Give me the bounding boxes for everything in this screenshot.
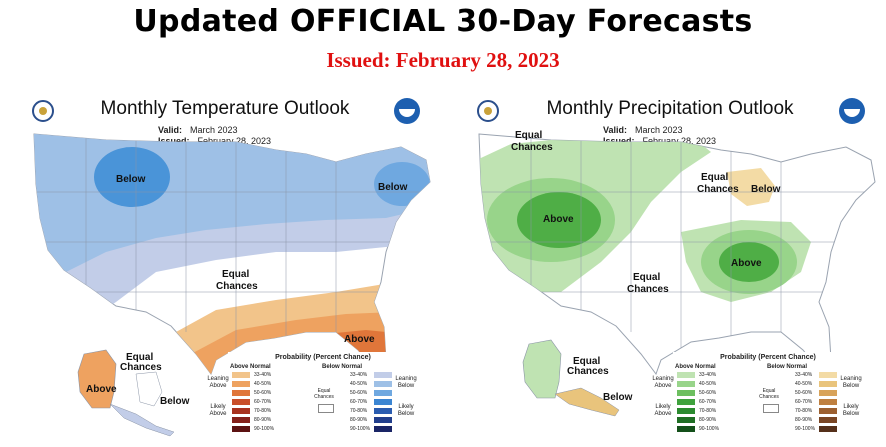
temp-legend-above-range: 40-50% xyxy=(254,381,272,387)
temp-legend-below-swatch xyxy=(374,381,392,387)
precip-legend-above-range: 60-70% xyxy=(699,399,717,405)
precip-legend-above-range: 90-100% xyxy=(699,426,720,432)
temp-legend-above-range: 50-60% xyxy=(254,390,272,396)
temp-legend-below-range: 40-50% xyxy=(350,381,368,387)
noaa-logo-icon xyxy=(839,98,865,124)
precip-label-equal-nw-2: Chances xyxy=(511,142,553,153)
commerce-seal-icon xyxy=(477,100,499,122)
precip-legend-above-swatch xyxy=(677,426,695,432)
precip-label-above-west: Above xyxy=(543,214,574,225)
precip-legend-below-range: 90-100% xyxy=(795,426,816,432)
issued-date: Issued: February 28, 2023 xyxy=(326,48,560,72)
temp-legend-below-swatch xyxy=(374,390,392,396)
precip-label-ak-below: Below xyxy=(603,392,633,403)
precip-legend-above-range: 50-60% xyxy=(699,390,717,396)
precip-legend-below-range: 40-50% xyxy=(795,381,813,387)
temp-legend-above-range: 80-90% xyxy=(254,417,272,423)
precip-legend-below-swatch xyxy=(819,399,837,405)
temp-label-equal-2: Chances xyxy=(216,281,258,292)
precip-legend-below-swatch xyxy=(819,381,837,387)
temp-legend-below-range: 70-80% xyxy=(350,408,368,414)
temp-legend-above-range: 70-80% xyxy=(254,408,272,414)
temp-legend-above-swatch xyxy=(232,390,250,396)
temp-legend-above-range: 90-100% xyxy=(254,426,275,432)
temp-legend-below-swatch xyxy=(374,408,392,414)
temperature-outlook-panel: Monthly Temperature Outlook Valid: March … xyxy=(6,92,444,447)
temp-legend-above-swatch xyxy=(232,399,250,405)
noaa-logo-icon xyxy=(394,98,420,124)
precip-label-equal-south-1: Equal xyxy=(633,272,660,283)
precip-legend-above-range: 70-80% xyxy=(699,408,717,414)
temperature-legend: Probability (Percent Chance) Above Norma… xyxy=(207,352,418,444)
precipitation-legend: Probability (Percent Chance) Above Norma… xyxy=(652,352,863,444)
temp-legend-above-swatch xyxy=(232,426,250,432)
precip-label-equal-gl-2: Chances xyxy=(697,184,739,195)
precip-legend-above-range: 40-50% xyxy=(699,381,717,387)
precip-label-equal-south-2: Chances xyxy=(627,284,669,295)
precip-label-below-gl: Below xyxy=(751,184,781,195)
precip-legend-below-swatch xyxy=(819,417,837,423)
temp-legend-below-swatch xyxy=(374,426,392,432)
precip-legend-above-swatch xyxy=(677,381,695,387)
precipitation-map: Equal Chances Above Above Equal Chances … xyxy=(478,130,876,417)
temp-legend-below-range: 80-90% xyxy=(350,417,368,423)
precipitation-title: Monthly Precipitation Outlook xyxy=(546,98,794,119)
precip-legend-above-swatch xyxy=(677,390,695,396)
precip-label-equal-nw-1: Equal xyxy=(515,130,542,141)
precip-legend-below-swatch xyxy=(819,408,837,414)
precip-legend-above-swatch xyxy=(677,408,695,414)
precip-legend-below-swatch xyxy=(819,426,837,432)
precip-legend-below-range: 50-60% xyxy=(795,390,813,396)
temp-label-ak-above: Above xyxy=(86,384,117,395)
precipitation-outlook-panel: Monthly Precipitation Outlook Valid: Marc… xyxy=(451,92,886,447)
temp-legend-below-range: 50-60% xyxy=(350,390,368,396)
commerce-seal-icon xyxy=(32,100,54,122)
temp-legend-below-swatch xyxy=(374,417,392,423)
temp-legend-below-swatch xyxy=(374,372,392,378)
temp-legend-above-range: 60-70% xyxy=(254,399,272,405)
temp-label-above-se: Above xyxy=(344,334,375,345)
temp-label-equal-1: Equal xyxy=(222,269,249,280)
precip-label-ak-equal-1: Equal xyxy=(573,356,600,367)
precip-legend-below-range: 60-70% xyxy=(795,399,813,405)
temp-label-ak-equal-2: Chances xyxy=(120,362,162,373)
temp-legend-below-range: 90-100% xyxy=(350,426,371,432)
precip-legend-above-swatch xyxy=(677,417,695,423)
precip-label-above-ohio: Above xyxy=(731,258,762,269)
temperature-map: Below Below Equal Chances Above Equal Ch… xyxy=(33,133,431,437)
temp-legend-above-swatch xyxy=(232,372,250,378)
precip-legend-below-swatch xyxy=(819,390,837,396)
precip-legend-above-range: 33-40% xyxy=(699,372,717,378)
precip-legend-below-range: 33-40% xyxy=(795,372,813,378)
precip-legend-below-range: 80-90% xyxy=(795,417,813,423)
precipitation-valid-info: Valid: March 2023 Issued: February 28, 202… xyxy=(603,125,717,146)
temp-legend-below-range: 60-70% xyxy=(350,399,368,405)
precip-legend-below-swatch xyxy=(819,372,837,378)
precip-legend-above-swatch xyxy=(677,399,695,405)
temp-label-ak-equal-1: Equal xyxy=(126,352,153,363)
precip-label-equal-gl-1: Equal xyxy=(701,172,728,183)
temp-legend-above-swatch xyxy=(232,417,250,423)
temp-label-below-nw: Below xyxy=(116,174,146,185)
page-title: Updated OFFICIAL 30-Day Forecasts xyxy=(133,4,753,39)
temp-label-ak-below: Below xyxy=(160,396,190,407)
temperature-valid-info: Valid: March 2023 Issued: February 28, 202… xyxy=(158,125,272,146)
precip-legend-above-swatch xyxy=(677,372,695,378)
temp-legend-above-swatch xyxy=(232,408,250,414)
temp-legend-below-range: 33-40% xyxy=(350,372,368,378)
temp-legend-above-swatch xyxy=(232,381,250,387)
temperature-title: Monthly Temperature Outlook xyxy=(100,98,350,119)
temp-legend-below-swatch xyxy=(374,399,392,405)
precip-legend-below-range: 70-80% xyxy=(795,408,813,414)
precip-label-ak-equal-2: Chances xyxy=(567,366,609,377)
temp-legend-above-range: 33-40% xyxy=(254,372,272,378)
precip-legend-above-range: 80-90% xyxy=(699,417,717,423)
temp-label-below-ne: Below xyxy=(378,182,408,193)
